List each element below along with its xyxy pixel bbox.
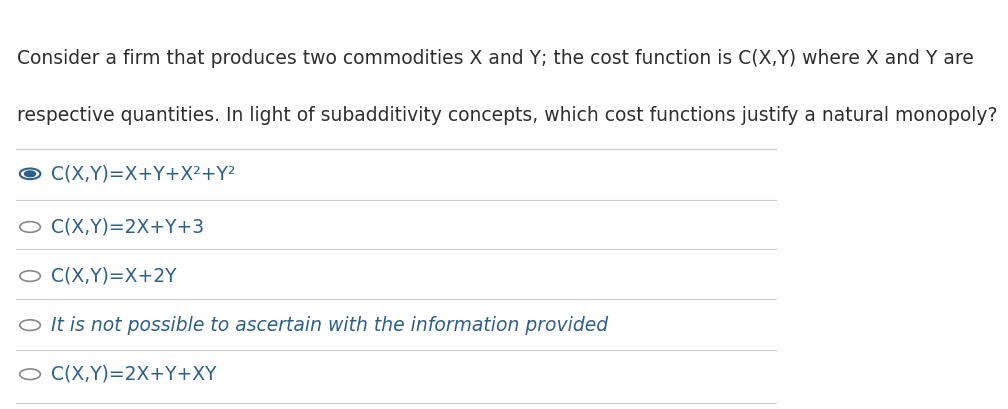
Text: It is not possible to ascertain with the information provided: It is not possible to ascertain with the… (51, 316, 609, 335)
Text: respective quantities. In light of subadditivity concepts, which cost functions : respective quantities. In light of subad… (17, 106, 998, 125)
Text: C(X,Y)=2X+Y+XY: C(X,Y)=2X+Y+XY (51, 365, 217, 384)
Text: Consider a firm that produces two commodities X and Y; the cost function is C(X,: Consider a firm that produces two commod… (17, 49, 975, 68)
Text: C(X,Y)=2X+Y+3: C(X,Y)=2X+Y+3 (51, 218, 205, 236)
Text: C(X,Y)=X+2Y: C(X,Y)=X+2Y (51, 267, 177, 285)
Text: C(X,Y)=X+Y+X²+Y²: C(X,Y)=X+Y+X²+Y² (51, 164, 236, 183)
Circle shape (24, 171, 35, 177)
